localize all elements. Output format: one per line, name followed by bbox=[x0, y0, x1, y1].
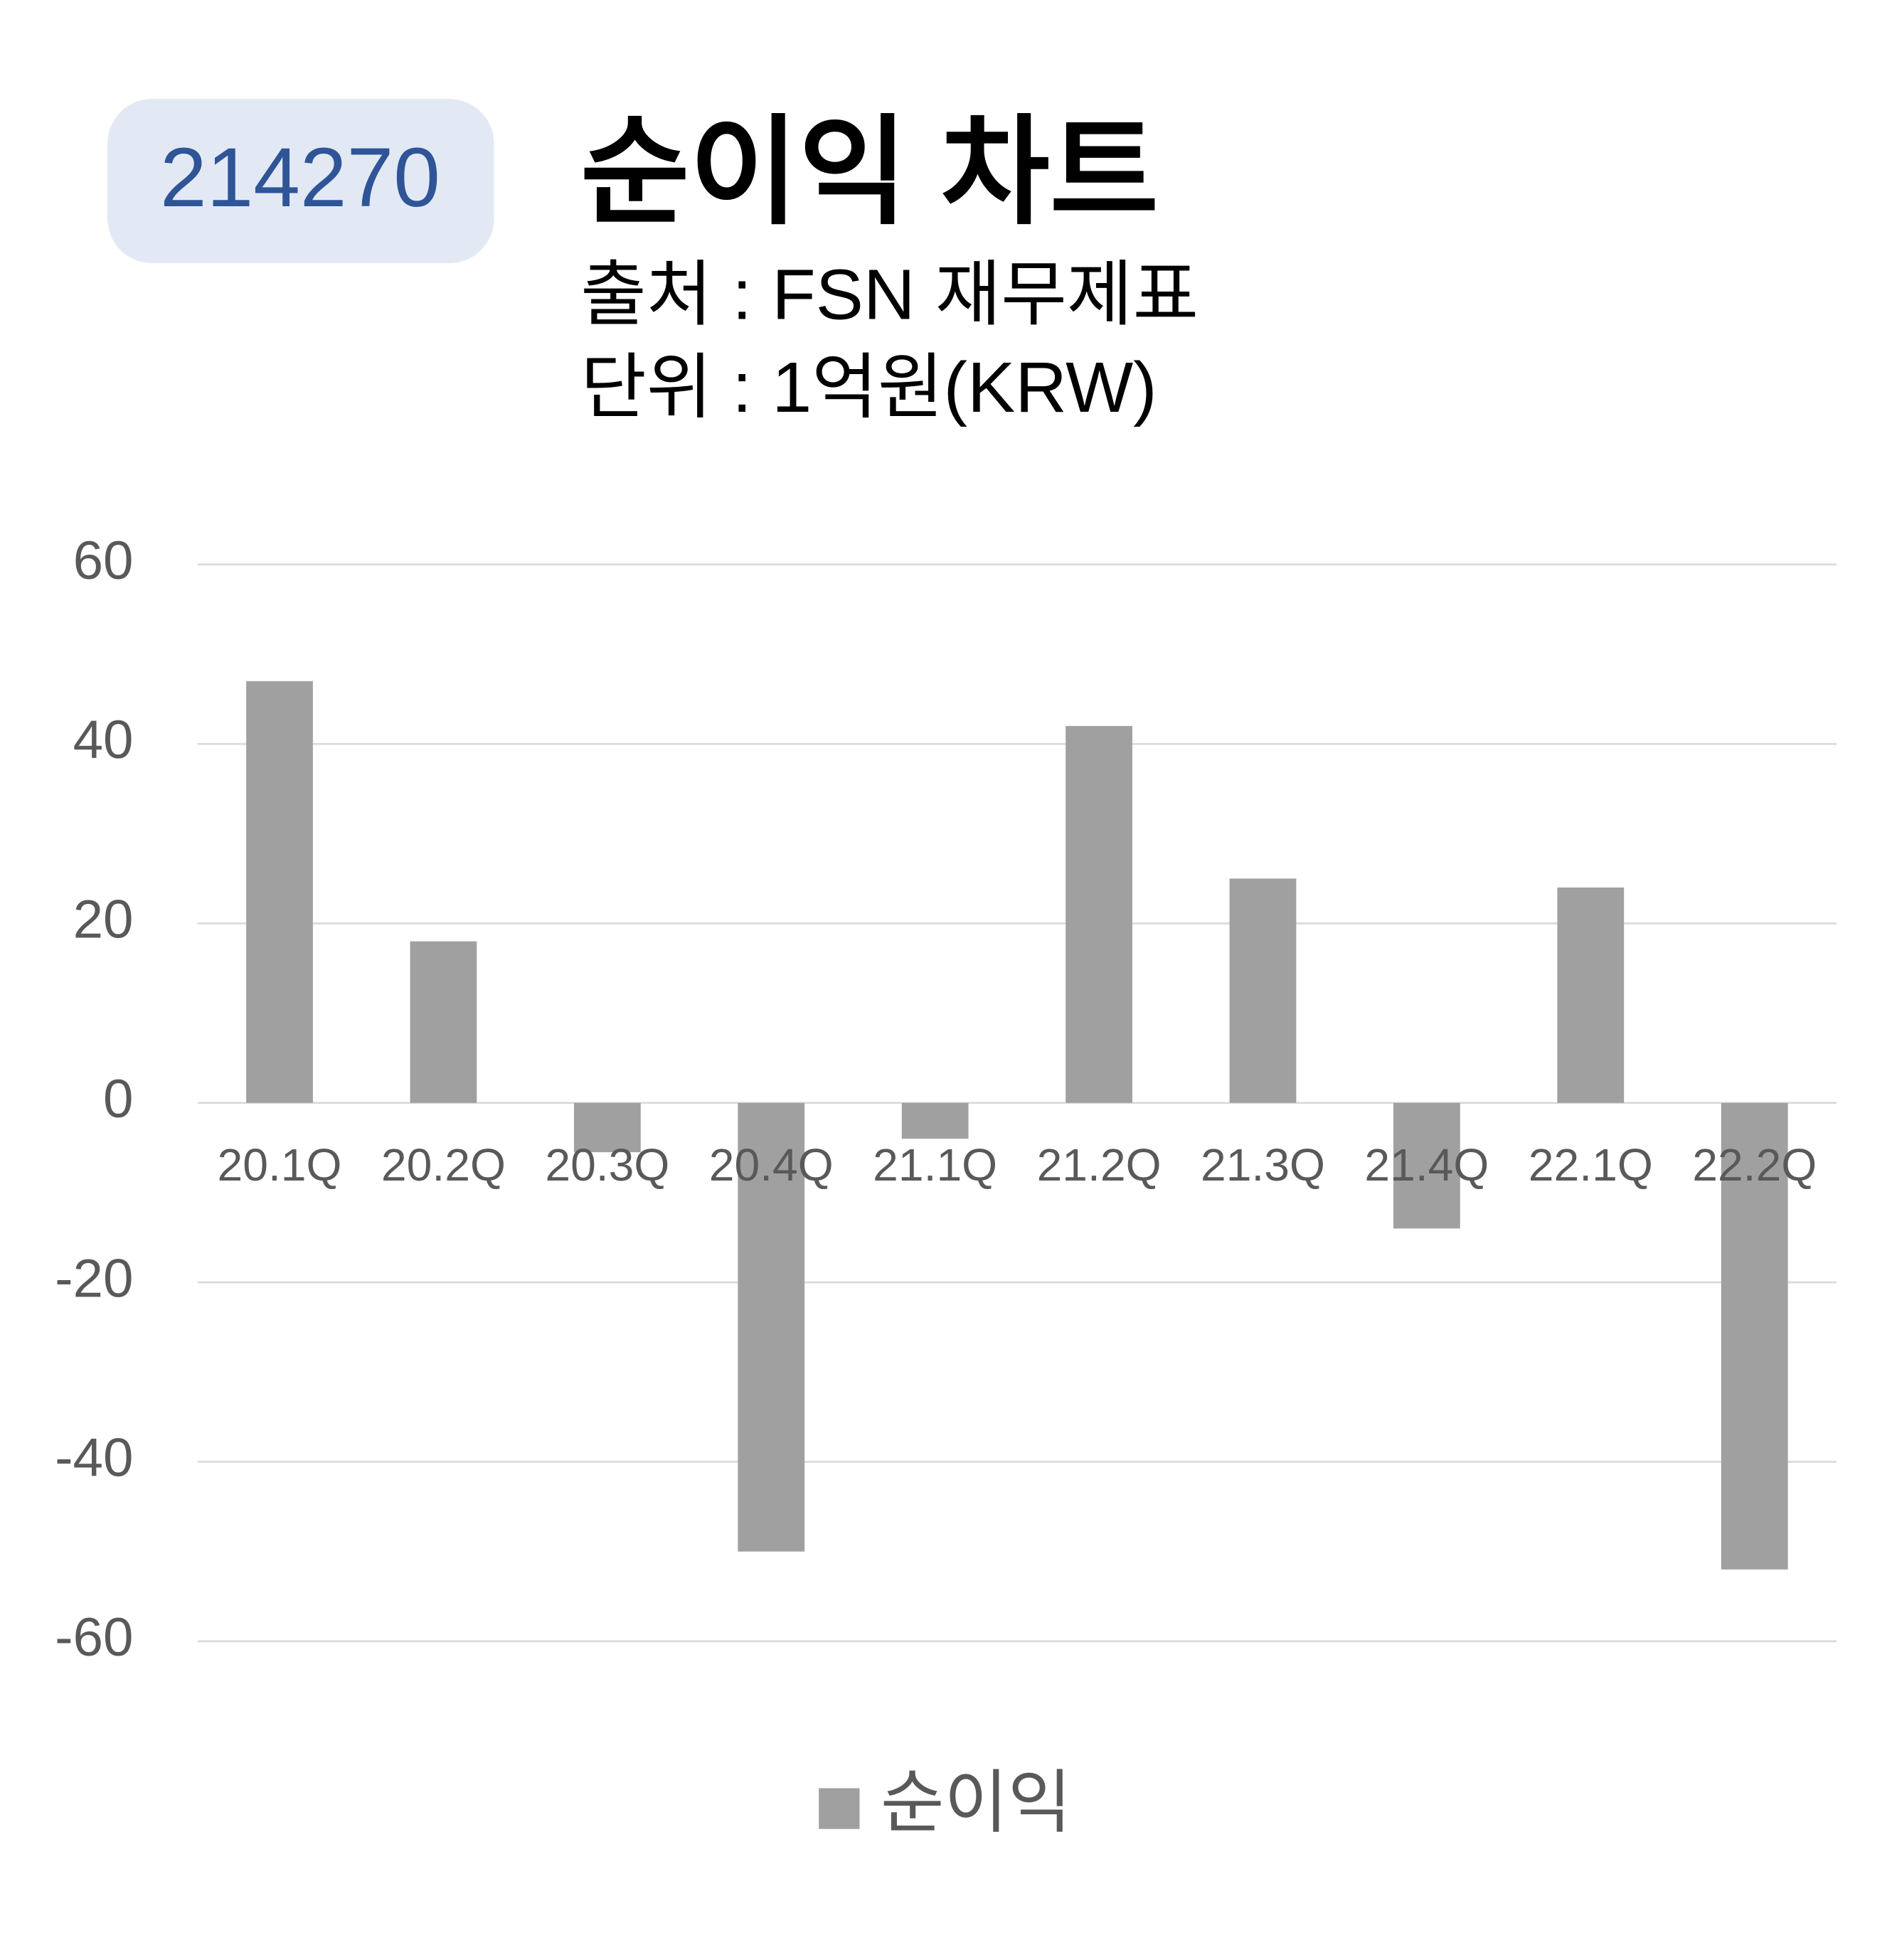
y-tick-label: -20 bbox=[55, 1248, 133, 1309]
x-tick-label: 21.4Q bbox=[1364, 1139, 1489, 1191]
legend-swatch bbox=[819, 1788, 860, 1829]
bar bbox=[901, 1102, 969, 1139]
y-tick-label: -40 bbox=[55, 1428, 133, 1488]
chart-title: 순이익 차트 bbox=[580, 106, 1159, 238]
bar bbox=[246, 681, 313, 1103]
bar bbox=[1066, 725, 1132, 1103]
legend-label: 순이익 bbox=[881, 1764, 1071, 1841]
bar bbox=[1393, 1102, 1460, 1229]
bar bbox=[410, 941, 477, 1103]
bar bbox=[573, 1102, 641, 1153]
bar bbox=[738, 1102, 805, 1552]
x-tick-label: 21.3Q bbox=[1201, 1139, 1325, 1191]
x-tick-label: 20.4Q bbox=[709, 1139, 834, 1191]
y-tick-label: -60 bbox=[55, 1607, 133, 1668]
x-tick-label: 21.2Q bbox=[1037, 1139, 1162, 1191]
x-tick-label: 20.3Q bbox=[545, 1139, 669, 1191]
x-tick-label: 22.2Q bbox=[1692, 1139, 1817, 1191]
x-tick-label: 20.1Q bbox=[218, 1139, 342, 1191]
bar bbox=[1557, 887, 1625, 1103]
bar bbox=[1229, 878, 1297, 1103]
subtitle: 단위 : 1억원(KRW) bbox=[580, 348, 1157, 427]
x-tick-label: 20.2Q bbox=[381, 1139, 506, 1191]
x-tick-label: 22.1Q bbox=[1529, 1139, 1653, 1191]
y-tick-label: 0 bbox=[103, 1069, 133, 1129]
x-tick-label: 21.1Q bbox=[873, 1139, 997, 1191]
badge-box bbox=[107, 99, 494, 264]
y-tick-label: 40 bbox=[73, 710, 134, 770]
y-tick-label: 20 bbox=[73, 890, 134, 950]
badge: 214270 bbox=[160, 131, 440, 225]
y-tick-label: 60 bbox=[73, 531, 134, 591]
subtitle: 출처 : FSN 재무제표 bbox=[580, 255, 1199, 335]
bar bbox=[1721, 1102, 1788, 1570]
